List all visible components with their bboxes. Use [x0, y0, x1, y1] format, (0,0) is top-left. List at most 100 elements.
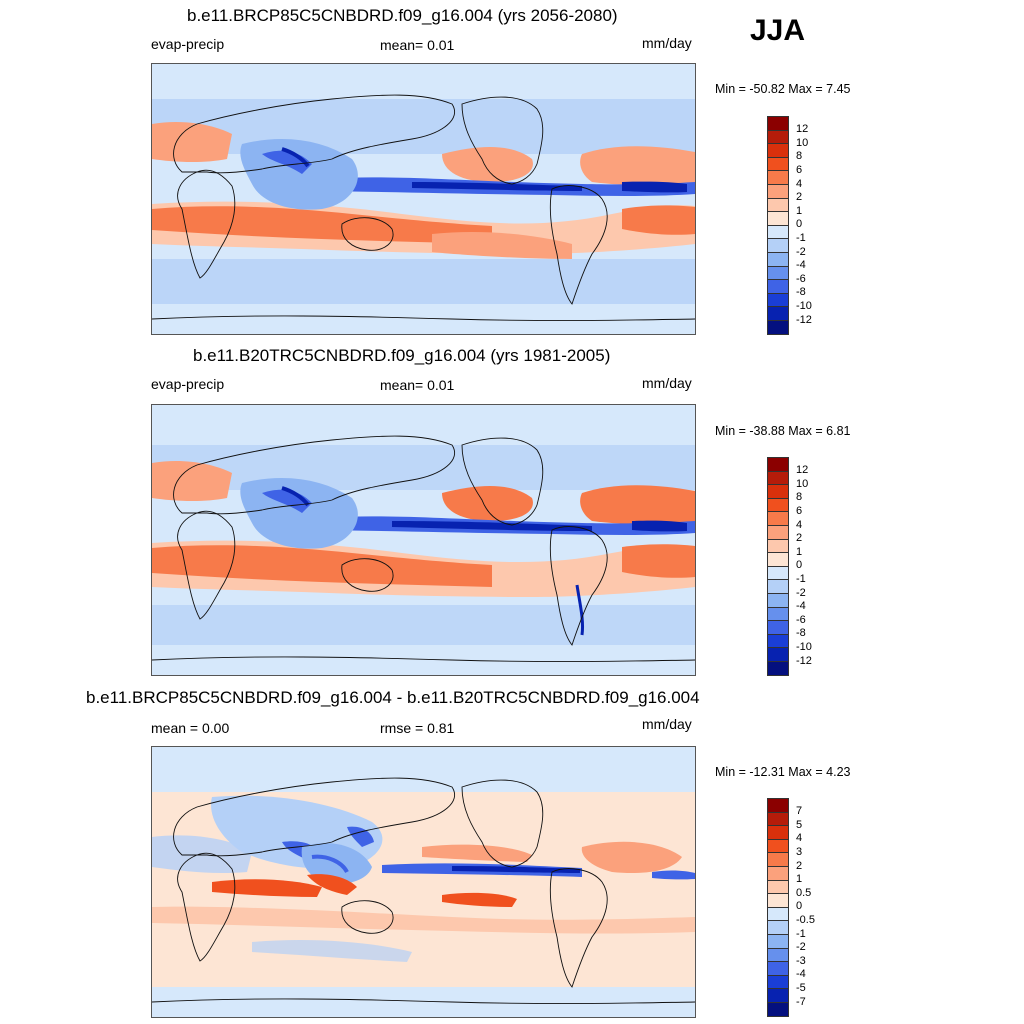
colorbar-box: [767, 893, 789, 907]
colorbar-label: -10: [796, 299, 812, 312]
colorbar-label: 2: [796, 532, 803, 545]
colorbar-label: 10: [796, 477, 809, 490]
colorbar-box: [767, 825, 789, 839]
colorbar-label: -5: [796, 981, 806, 994]
colorbar-box: [767, 484, 789, 498]
colorbar-label: -1: [796, 572, 806, 585]
colorbar-label: 3: [796, 845, 803, 858]
colorbar-box: [767, 224, 789, 239]
colorbar-label: -1: [796, 927, 806, 940]
colorbar-label: 12: [796, 464, 809, 477]
colorbar-label: 4: [796, 518, 803, 531]
colorbar-box: [767, 306, 789, 320]
panel-1-map: [151, 63, 696, 335]
panel-2-mean-label: mean= 0.01: [380, 377, 455, 393]
colorbar-box: [767, 838, 789, 853]
colorbar-label: -8: [796, 286, 806, 299]
colorbar-label: -8: [796, 627, 806, 640]
colorbar-label: 7: [796, 805, 803, 818]
panel-3-map: [151, 746, 696, 1018]
colorbar-box: [767, 852, 789, 866]
colorbar-box: [767, 116, 789, 130]
colorbar-label: 2: [796, 191, 803, 204]
panel-1-variable-label: evap-precip: [151, 36, 225, 52]
colorbar-box: [767, 593, 789, 607]
colorbar-box: [767, 279, 789, 293]
colorbar-box: [767, 457, 789, 471]
colorbar-box: [767, 320, 789, 335]
colorbar-box: [767, 1002, 789, 1017]
colorbar-label: -7: [796, 995, 806, 1008]
colorbar-label: 0: [796, 218, 803, 231]
colorbar-label: 12: [796, 123, 809, 136]
season-label: JJA: [750, 14, 806, 47]
colorbar-box: [767, 947, 789, 962]
colorbar-box: [767, 170, 789, 184]
colorbar-label: 2: [796, 859, 803, 872]
colorbar-box: [767, 620, 789, 634]
colorbar-box: [767, 974, 789, 989]
colorbar-box: [767, 565, 789, 580]
colorbar-box: [767, 579, 789, 593]
colorbar-label: -10: [796, 640, 812, 653]
colorbar-box: [767, 798, 789, 812]
panel-2-units-label: mm/day: [642, 375, 692, 391]
colorbar-box: [767, 470, 789, 485]
colorbar-label: 5: [796, 818, 803, 831]
colorbar-label: 8: [796, 491, 803, 504]
colorbar-box: [767, 252, 789, 266]
panel-3-mean-label: mean = 0.00: [151, 720, 230, 736]
colorbar-box: [767, 538, 789, 553]
colorbar-box: [767, 525, 789, 539]
colorbar-label: -12: [796, 654, 812, 667]
colorbar-label: 0: [796, 900, 803, 913]
panel-1-minmax: Min = -50.82 Max = 7.45: [715, 82, 851, 96]
panel-2-minmax: Min = -38.88 Max = 6.81: [715, 424, 851, 438]
colorbar-box: [767, 988, 789, 1002]
colorbar-box: [767, 265, 789, 280]
panel-1-title: b.e11.BRCP85C5CNBDRD.f09_g16.004 (yrs 20…: [187, 6, 618, 25]
colorbar-label: -2: [796, 245, 806, 258]
colorbar-label: 4: [796, 177, 803, 190]
colorbar-label: 4: [796, 832, 803, 845]
panel-3-units-label: mm/day: [642, 716, 692, 732]
colorbar-label: 10: [796, 136, 809, 149]
panel-1-units-label: mm/day: [642, 35, 692, 51]
colorbar-label: 6: [796, 504, 803, 517]
panel-3-rmse-label: rmse = 0.81: [380, 720, 455, 736]
colorbar-label: -1: [796, 231, 806, 244]
colorbar-box: [767, 661, 789, 676]
colorbar-label: -4: [796, 600, 806, 613]
panel-2-variable-label: evap-precip: [151, 376, 225, 392]
colorbar-label: -6: [796, 613, 806, 626]
colorbar-label: -2: [796, 586, 806, 599]
colorbar-label: 1: [796, 873, 803, 886]
colorbar-label: 8: [796, 150, 803, 163]
panel-1-map-field: [152, 64, 695, 334]
panel-3-title: b.e11.BRCP85C5CNBDRD.f09_g16.004 - b.e11…: [86, 688, 700, 707]
colorbar-label: 0: [796, 559, 803, 572]
colorbar-box: [767, 238, 789, 252]
colorbar-box: [767, 511, 789, 525]
colorbar-box: [767, 961, 789, 975]
colorbar-box: [767, 292, 789, 307]
colorbar-label: -0.5: [796, 913, 815, 926]
colorbar-label: -2: [796, 941, 806, 954]
colorbar-box: [767, 811, 789, 826]
colorbar-box: [767, 156, 789, 171]
colorbar-label: 1: [796, 545, 803, 558]
colorbar-label: -3: [796, 954, 806, 967]
colorbar-label: -12: [796, 313, 812, 326]
panel-2-map-field: [152, 405, 695, 675]
colorbar-box: [767, 197, 789, 212]
colorbar-label: 1: [796, 204, 803, 217]
colorbar-box: [767, 633, 789, 648]
colorbar-box: [767, 606, 789, 621]
colorbar-box: [767, 129, 789, 144]
colorbar-label: -6: [796, 272, 806, 285]
colorbar-box: [767, 866, 789, 880]
colorbar-box: [767, 552, 789, 566]
colorbar-box: [767, 184, 789, 198]
colorbar-box: [767, 879, 789, 894]
colorbar-box: [767, 920, 789, 934]
